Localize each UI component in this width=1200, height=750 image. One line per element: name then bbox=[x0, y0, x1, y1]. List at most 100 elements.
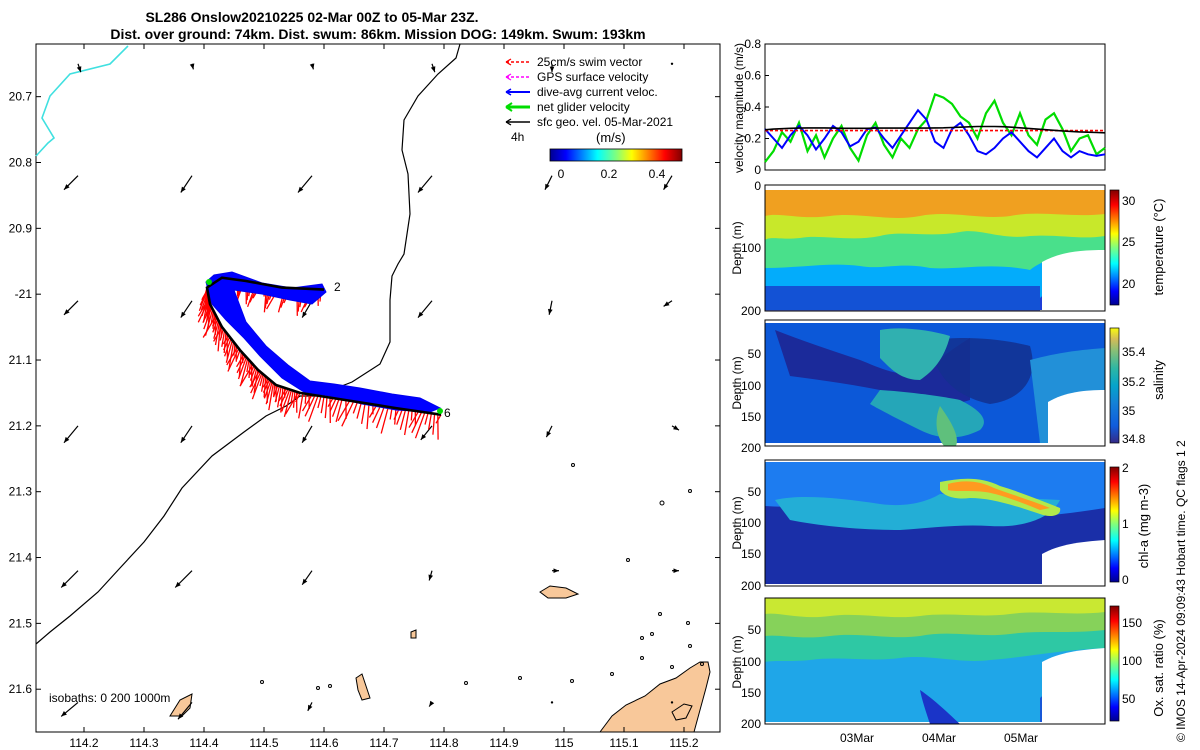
velocity-y-tick-label: 0.4 bbox=[744, 100, 761, 114]
map-x-tick-label: 115.2 bbox=[669, 736, 698, 750]
chlorophyll-cbar-tick: 0 bbox=[1122, 573, 1129, 587]
swim-vector bbox=[212, 312, 215, 329]
geo-velocity-arrowhead bbox=[189, 63, 195, 70]
swim-vector bbox=[411, 411, 423, 434]
oxygen-y-tick: 200 bbox=[741, 717, 761, 731]
salinity-cbar-tick: 35.2 bbox=[1122, 375, 1146, 389]
oxygen-cbar-label: Ox. sat. ratio (%) bbox=[1151, 619, 1166, 717]
salinity-y-tick: 100 bbox=[741, 379, 761, 393]
geo-velocity-arrowhead bbox=[429, 700, 435, 707]
legend-gps-label: GPS surface velocity bbox=[537, 70, 648, 84]
geo-velocity-arrowhead bbox=[428, 574, 433, 581]
swim-vector bbox=[341, 401, 355, 427]
temperature-ylabel: Depth (m) bbox=[730, 221, 744, 274]
geo-velocity-arrowhead bbox=[309, 63, 315, 70]
swim-vector bbox=[233, 343, 236, 356]
swim-vector bbox=[239, 358, 249, 386]
oxygen-cbar-tick: 150 bbox=[1122, 616, 1142, 630]
time-x-tick: 05Mar bbox=[1004, 731, 1038, 745]
swim-vector bbox=[246, 359, 250, 373]
swim-vector bbox=[403, 409, 410, 436]
swim-vector bbox=[248, 361, 251, 379]
geo-velocity-arrowhead bbox=[178, 713, 184, 720]
temperature-frame bbox=[764, 184, 1106, 312]
swim-vector bbox=[221, 330, 226, 347]
oxygen-y-tick: 100 bbox=[741, 655, 761, 669]
swim-vector bbox=[239, 363, 254, 387]
map-legend: 25cm/s swim vector GPS surface velocity … bbox=[505, 55, 673, 145]
temperature-cbar-tick: 30 bbox=[1122, 194, 1136, 208]
velocity-y-tick-label: 0.2 bbox=[744, 132, 761, 146]
oxygen-cbar-tick: 100 bbox=[1122, 654, 1142, 668]
swim-vector bbox=[235, 349, 241, 360]
speed-tick: 0 bbox=[558, 167, 565, 181]
map-x-tick-label: 114.2 bbox=[69, 736, 98, 750]
velocity-series-line bbox=[764, 92, 1106, 164]
swim-vector bbox=[317, 396, 322, 409]
geo-velocity-arrowhead bbox=[307, 704, 313, 711]
swim-vector bbox=[399, 409, 407, 430]
swim-vector bbox=[394, 408, 397, 425]
colorbar-units: (m/s) bbox=[596, 130, 626, 145]
geo-velocity-arrowhead bbox=[430, 66, 436, 73]
islet bbox=[410, 629, 417, 639]
geo-velocity-arrowhead bbox=[64, 184, 70, 190]
salinity-field bbox=[765, 323, 1105, 447]
land-areas bbox=[169, 463, 711, 733]
island bbox=[539, 585, 580, 599]
chlorophyll-y-tick: 150 bbox=[741, 547, 761, 561]
swim-vector bbox=[263, 376, 267, 398]
geo-velocity-arrowhead bbox=[64, 436, 70, 443]
swim-vector bbox=[360, 403, 366, 425]
chlorophyll-y-tick: 50 bbox=[748, 485, 762, 499]
swim-vector bbox=[396, 408, 404, 425]
chlorophyll-cbar-label: chl-a (mg m-3) bbox=[1136, 484, 1151, 569]
map-x-tick-label: 114.4 bbox=[189, 736, 218, 750]
salinity-y-tick: 150 bbox=[741, 410, 761, 424]
velocity-ylabel: velocity magnitude (m/s) bbox=[732, 43, 746, 173]
oxygen-panel: 150 100 50 Ox. sat. ratio (%) 50 100 150… bbox=[730, 597, 1166, 745]
swim-vector bbox=[281, 389, 291, 412]
speed-tick: 0.4 bbox=[649, 167, 666, 181]
swim-vector bbox=[273, 383, 276, 397]
velocity-y-tick-label: 0 bbox=[754, 163, 761, 177]
swim-vector bbox=[366, 403, 370, 430]
isobaths-label: isobaths: 0 200 1000m bbox=[49, 691, 170, 705]
geo-velocity-arrowhead bbox=[663, 301, 670, 307]
map-x-tick-label: 114.6 bbox=[309, 736, 338, 750]
geo-velocity-arrowhead bbox=[663, 183, 669, 190]
map-y-tick-label: 21.6 bbox=[9, 682, 33, 696]
time-x-tick: 04Mar bbox=[922, 731, 956, 745]
oxygen-y-tick: 50 bbox=[748, 623, 762, 637]
swim-vector bbox=[356, 402, 362, 419]
map-x-tick-label: 115 bbox=[554, 736, 573, 750]
isobath-line bbox=[35, 43, 461, 645]
swim-vector bbox=[424, 412, 429, 425]
map-frame bbox=[35, 43, 721, 733]
chlorophyll-cbar-tick: 2 bbox=[1122, 461, 1129, 475]
legend-geo-label: sfc geo. vel. 05-Mar-2021 bbox=[537, 115, 673, 129]
salinity-frame bbox=[764, 319, 1106, 447]
geo-velocity-arrowhead bbox=[61, 581, 67, 588]
temperature-cbar-label: temperature (°C) bbox=[1151, 199, 1166, 296]
chlorophyll-frame bbox=[764, 459, 1106, 587]
swim-vector bbox=[290, 390, 294, 403]
track-end-marker bbox=[437, 408, 443, 414]
swim-vector bbox=[280, 387, 284, 413]
speed-tick: 0.2 bbox=[601, 167, 618, 181]
map-x-tick-label: 114.9 bbox=[489, 736, 518, 750]
temperature-cbar-tick: 25 bbox=[1122, 235, 1136, 249]
map-y-tick-label: 21.1 bbox=[9, 353, 33, 367]
map-y-tick-label: 21.2 bbox=[9, 419, 33, 433]
temperature-y-tick: 100 bbox=[741, 241, 761, 255]
oxygen-cbar-tick: 50 bbox=[1122, 692, 1136, 706]
glider-track bbox=[205, 276, 442, 416]
chlorophyll-ylabel: Depth (m) bbox=[730, 496, 744, 549]
temperature-field bbox=[765, 190, 1105, 311]
swim-vector bbox=[307, 395, 319, 422]
swim-vector bbox=[217, 323, 221, 352]
time-step-label: 4h bbox=[511, 130, 524, 144]
legend-dive-label: dive-avg current veloc. bbox=[537, 85, 658, 99]
velocity-panel: 0 0.2 0.4 0.6 0.8 velocity magnitude (m/s) bbox=[732, 37, 1106, 177]
